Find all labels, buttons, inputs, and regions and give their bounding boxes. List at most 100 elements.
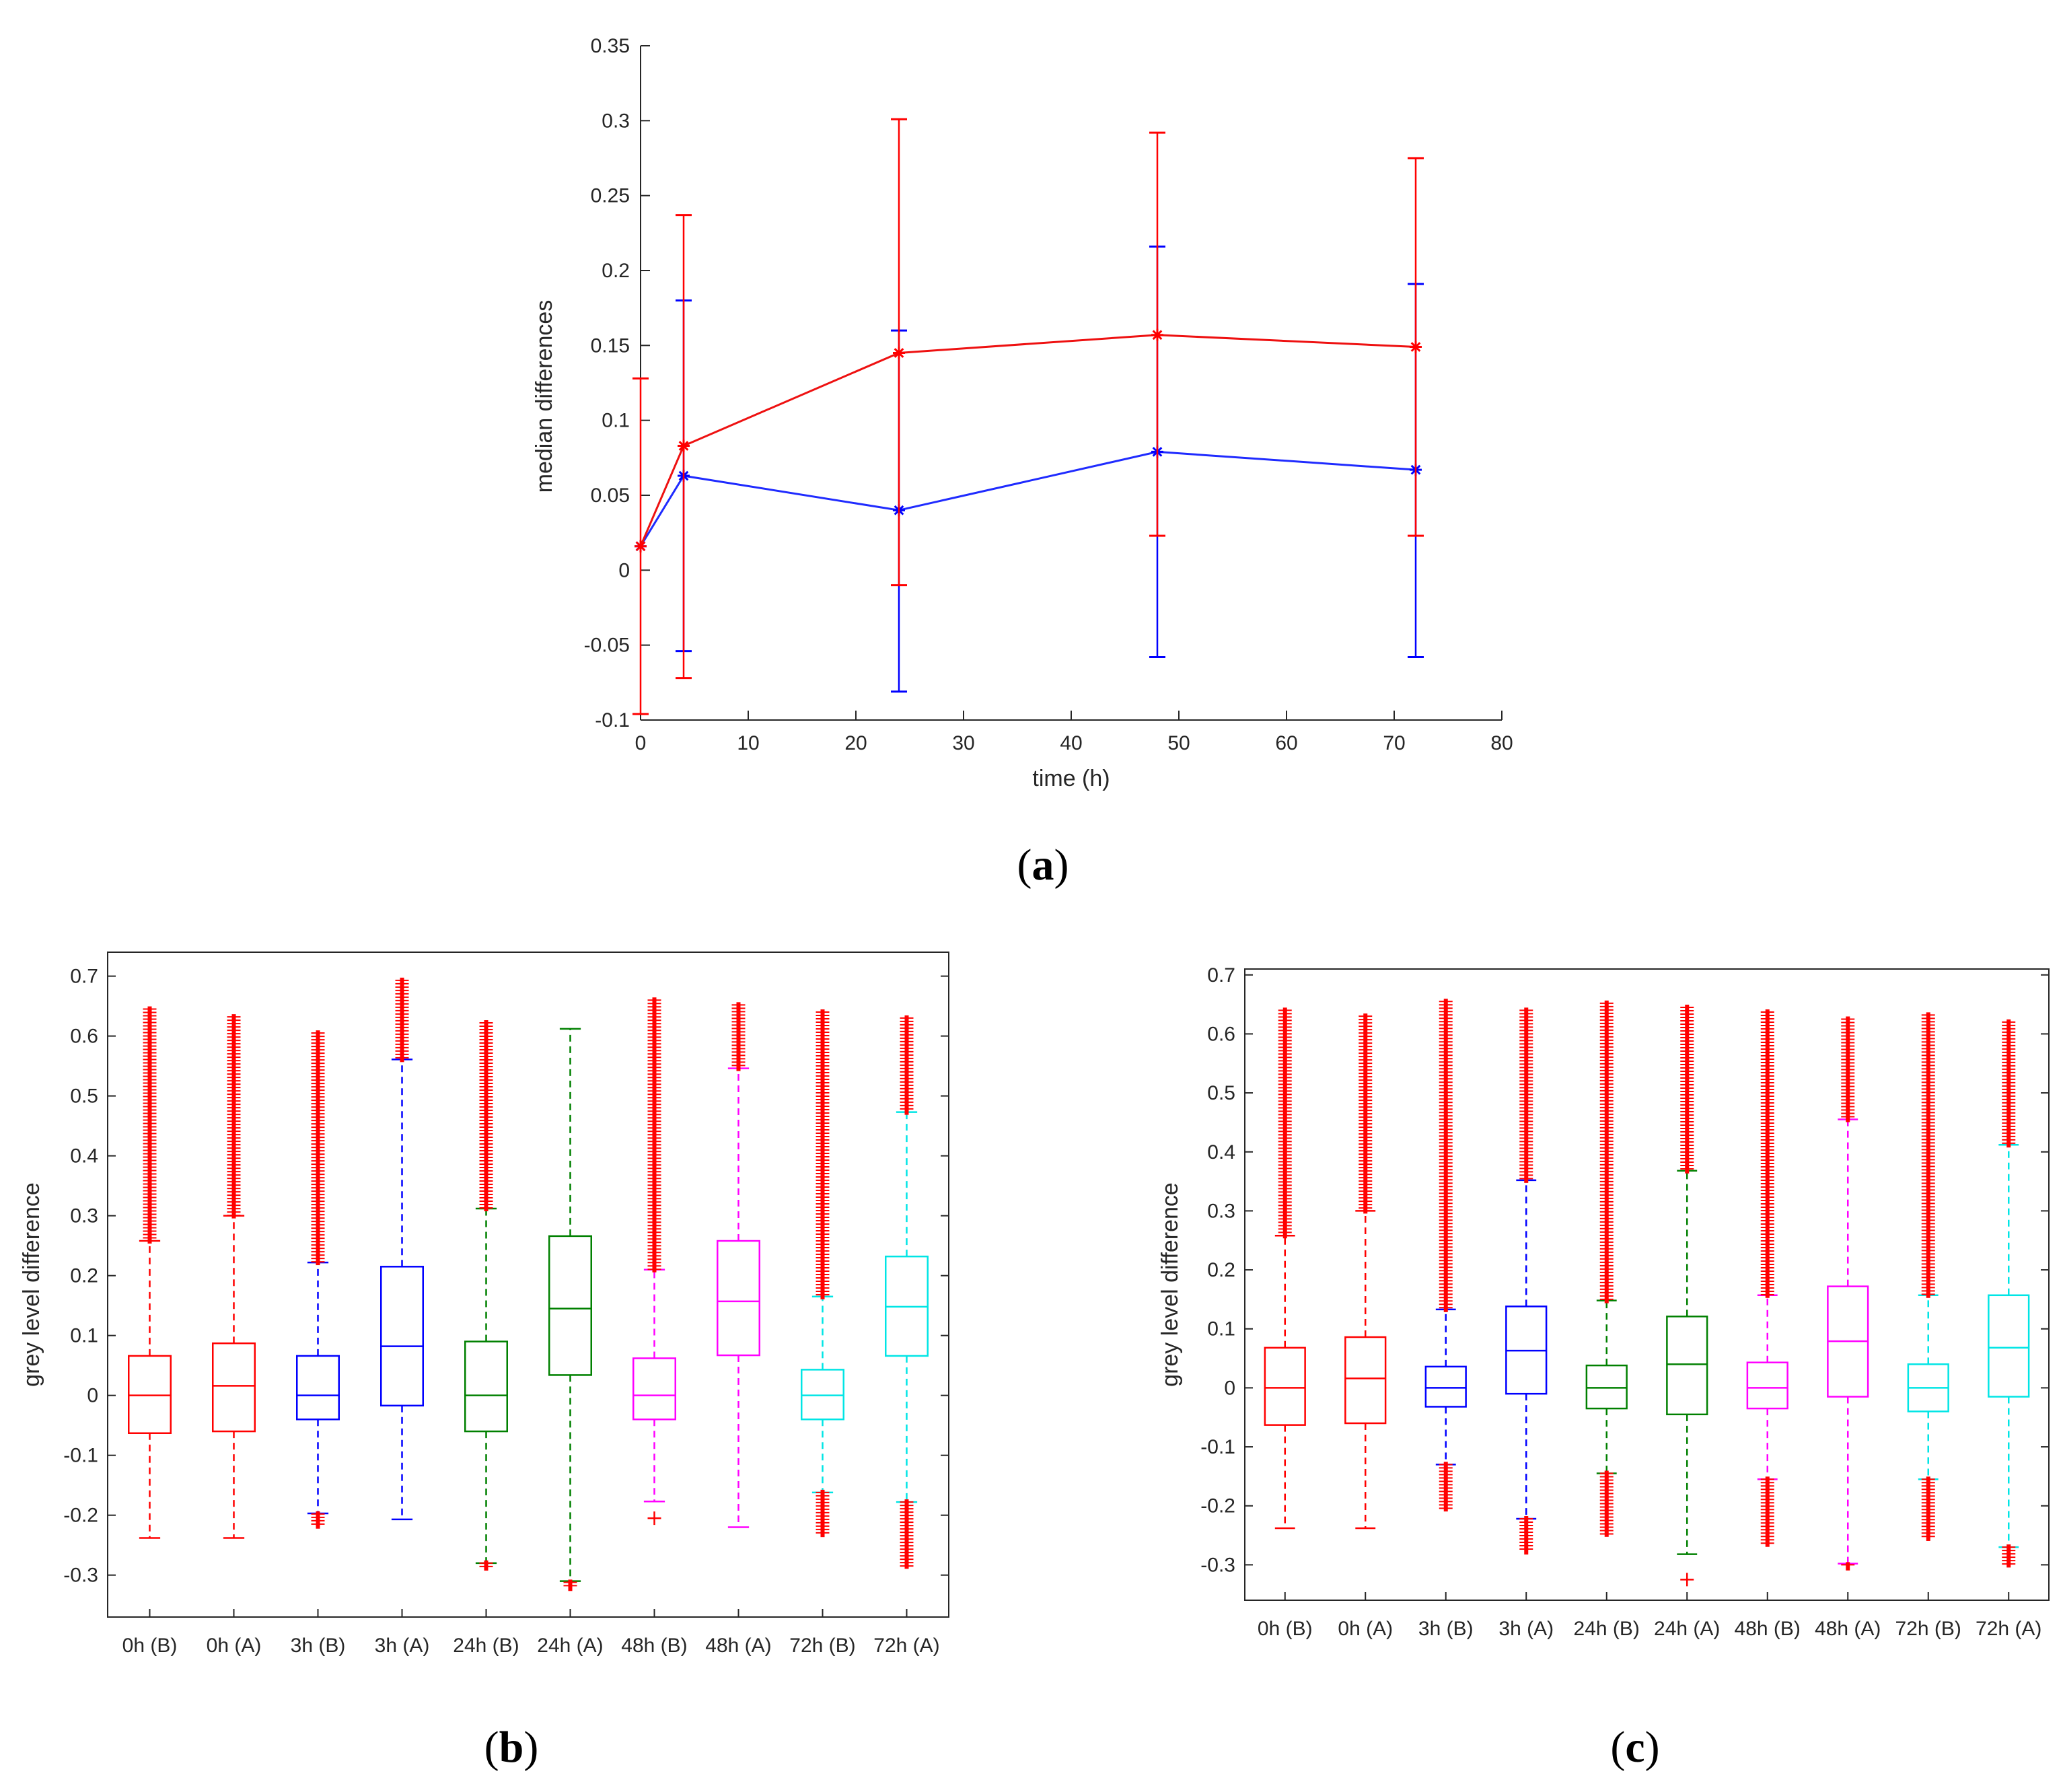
x-tick-label: 3h (A) (1498, 1618, 1554, 1640)
box-0 (1264, 1007, 1306, 1530)
caption-c: (c) (1610, 1723, 1659, 1772)
x-tick-label: 80 (1490, 732, 1513, 754)
outliers-low-stem (316, 1511, 320, 1529)
x-tick-label: 72h (A) (873, 1635, 939, 1657)
box-iqr (464, 1340, 508, 1433)
y-tick-label: 0.6 (1207, 1023, 1235, 1045)
y-tick-label: 0 (87, 1385, 98, 1407)
y-tick-label: 0.1 (602, 410, 630, 432)
y-tick-label: 0.35 (591, 35, 630, 57)
box-9 (885, 1015, 929, 1569)
box-4 (1585, 1000, 1628, 1537)
box-iqr (632, 1357, 676, 1421)
x-tick-label: 72h (B) (789, 1635, 855, 1657)
box-iqr (1988, 1294, 2030, 1398)
y-tick-label: 0.3 (602, 110, 630, 132)
outliers-high-stem (1685, 1004, 1690, 1174)
box-iqr (1746, 1361, 1788, 1410)
box-iqr (128, 1355, 172, 1434)
y-tick-label: -0.05 (584, 635, 630, 657)
data-point-red (893, 347, 905, 359)
y-tick-label: 0.2 (1207, 1259, 1235, 1281)
outliers-low-stem (1443, 1462, 1448, 1512)
x-tick-label: 24h (B) (1574, 1618, 1640, 1640)
x-tick-label: 50 (1167, 732, 1190, 754)
data-point-red (635, 540, 647, 552)
box-1 (1344, 1013, 1387, 1530)
outliers-high-stem (484, 1020, 488, 1211)
y-tick-label: 0.4 (1207, 1141, 1235, 1163)
box-iqr (801, 1369, 844, 1421)
caption-b: (b) (484, 1723, 539, 1772)
x-tick-label: 3h (B) (1418, 1618, 1474, 1640)
x-tick-label: 0h (A) (207, 1635, 262, 1657)
outliers-high-stem (736, 1002, 741, 1071)
outliers-high-stem (1524, 1007, 1529, 1183)
panel-a-line-chart: -0.1 -0.05 0 0.05 0.1 0.15 0.2 0.25 0.3 0.35 0 10 20… (532, 35, 1513, 791)
caption-a: (a) (1017, 840, 1069, 890)
y-tick-label: 0.05 (591, 485, 630, 507)
box-7 (717, 1002, 760, 1528)
y-tick-label: 0.3 (70, 1205, 98, 1227)
y-tick-label: -0.2 (1200, 1495, 1235, 1517)
x-tick-label: 3h (B) (291, 1635, 346, 1657)
box-2 (1424, 999, 1467, 1512)
y-axis-label: median differences (532, 300, 557, 493)
y-axis-label: grey level difference (1157, 1182, 1183, 1387)
x-tick-label: 10 (737, 732, 759, 754)
box-6 (632, 997, 676, 1526)
outliers-low-stem (2006, 1544, 2011, 1568)
data-point-red (1151, 328, 1163, 341)
outliers-low-stem (904, 1499, 909, 1569)
plot-frame (107, 952, 949, 1618)
x-tick-label: 48h (A) (1815, 1618, 1881, 1640)
x-tick-label: 72h (A) (1976, 1618, 2041, 1640)
box-3 (380, 977, 424, 1521)
x-tick-label: 72h (B) (1895, 1618, 1961, 1640)
box-iqr (380, 1266, 424, 1407)
box-1 (212, 1014, 256, 1539)
y-tick-label: 0.7 (1207, 964, 1235, 987)
box-iqr (1666, 1316, 1708, 1416)
y-tick-label: -0.2 (63, 1505, 98, 1527)
outliers-high-stem (400, 977, 404, 1063)
y-tick-label: 0.2 (70, 1265, 98, 1287)
box-iqr (1585, 1364, 1628, 1410)
x-tick-label: 48h (A) (705, 1635, 771, 1657)
x-tick-label: 20 (844, 732, 867, 754)
x-tick-label: 24h (A) (1654, 1618, 1720, 1640)
box-5 (1666, 1004, 1708, 1587)
plot-frame (1244, 968, 2050, 1601)
y-tick-label: -0.1 (595, 709, 630, 731)
y-tick-label: -0.1 (1200, 1436, 1235, 1458)
outliers-low-stem (1765, 1476, 1770, 1547)
x-tick-label: 3h (A) (375, 1635, 430, 1657)
x-axis-label: time (h) (1032, 766, 1110, 791)
box-iqr (548, 1235, 592, 1376)
outliers-high-stem (820, 1009, 825, 1299)
outliers-low-stem (1846, 1562, 1850, 1571)
series-line-red (639, 334, 1416, 547)
y-tick-label: 0.4 (70, 1145, 98, 1168)
x-tick-label: 0h (B) (1258, 1618, 1313, 1640)
outliers-low-stem (1926, 1476, 1930, 1541)
y-tick-label: 0.7 (70, 966, 98, 988)
box-3 (1505, 1007, 1548, 1555)
data-point-red (678, 439, 690, 452)
box-iqr (717, 1240, 760, 1357)
box-7 (1827, 1016, 1869, 1571)
outliers-high-stem (231, 1014, 236, 1219)
x-tick-label: 60 (1275, 732, 1297, 754)
outliers-high-stem (2006, 1019, 2011, 1148)
y-tick-label: -0.1 (63, 1445, 98, 1467)
y-tick-label: 0.3 (1207, 1200, 1235, 1222)
box-2 (296, 1030, 340, 1529)
y-tick-label: 0 (618, 559, 630, 581)
box-8 (801, 1009, 844, 1538)
y-tick-label: 0.5 (1207, 1082, 1235, 1104)
y-tick-label: 0.2 (602, 260, 630, 282)
box-9 (1988, 1019, 2030, 1568)
outliers-high-stem (1926, 1012, 1930, 1298)
x-tick-label: 0 (635, 732, 647, 754)
box-0 (128, 1006, 172, 1539)
